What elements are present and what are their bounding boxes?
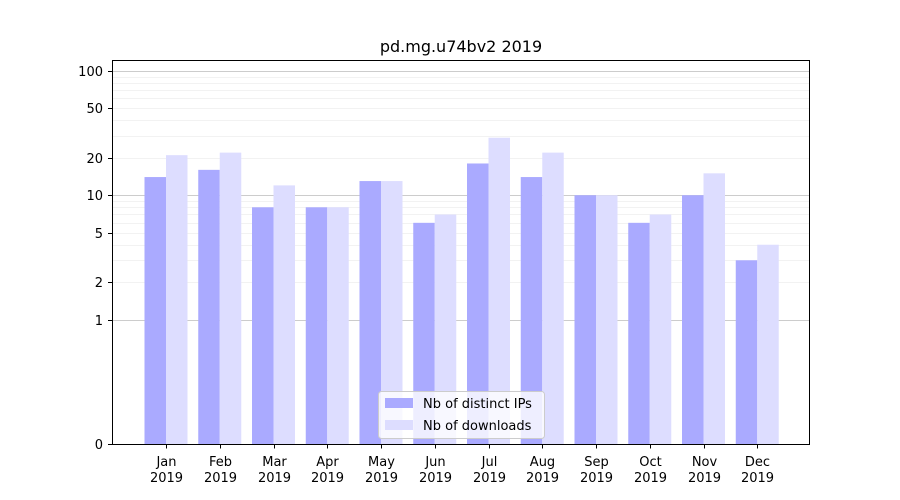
x-tick-label-month: Sep	[584, 455, 609, 470]
x-tick-label-month: Nov	[692, 455, 718, 470]
y-tick-label: 20	[86, 152, 103, 167]
x-tick-label-month: Feb	[209, 455, 232, 470]
x-tick-label-month: Aug	[530, 455, 555, 470]
y-tick-label: 0	[95, 438, 103, 453]
y-tick-label: 100	[78, 65, 103, 80]
bar-downloads	[596, 195, 618, 444]
bar-distinct-ips	[413, 222, 435, 444]
bar-distinct-ips	[305, 207, 328, 444]
legend-label-downloads: Nb of downloads	[423, 419, 532, 434]
x-tick-label-month: Jan	[155, 455, 176, 470]
x-tick-label-year: 2019	[311, 471, 344, 486]
x-tick-label-month: May	[368, 455, 395, 470]
x-tick-label-month: Jun	[424, 455, 445, 470]
bar-downloads	[219, 152, 242, 445]
bar-downloads	[488, 137, 510, 445]
x-tick-label-month: Mar	[262, 455, 287, 470]
x-tick-label-year: 2019	[526, 471, 559, 486]
y-tick-label: 1	[95, 314, 103, 329]
bar-downloads	[381, 181, 403, 444]
x-tick-label-year: 2019	[688, 471, 721, 486]
bar-distinct-ips	[359, 181, 381, 444]
x-tick-label-year: 2019	[580, 471, 613, 486]
y-axis: 0 1 2 5 10 20 50 100	[78, 65, 112, 453]
bar-distinct-ips	[735, 260, 758, 444]
bar-distinct-ips	[574, 195, 596, 444]
bar-distinct-ips	[467, 163, 489, 444]
x-tick-label-year: 2019	[204, 471, 237, 486]
legend-swatch-distinct-ips	[385, 398, 413, 408]
legend: Nb of distinct IPs Nb of downloads	[378, 391, 545, 439]
legend-swatch-downloads	[385, 420, 413, 430]
x-tick-label-month: Dec	[745, 455, 770, 470]
x-tick-label-year: 2019	[365, 471, 398, 486]
bar-distinct-ips	[520, 177, 543, 444]
plot-frame	[112, 60, 810, 445]
y-tick-label: 10	[86, 189, 103, 204]
bar-downloads	[327, 207, 349, 444]
x-tick-label-month: Apr	[316, 455, 339, 470]
x-tick-label-month: Jul	[481, 455, 498, 470]
bars	[144, 137, 779, 445]
bar-downloads	[757, 244, 779, 444]
x-tick-label-year: 2019	[419, 471, 452, 486]
x-tick-label-year: 2019	[634, 471, 667, 486]
chart-title: pd.mg.u74bv2 2019	[380, 37, 542, 56]
y-tick-label: 5	[95, 227, 103, 242]
x-tick-label-year: 2019	[150, 471, 183, 486]
bar-downloads	[542, 152, 564, 445]
bar-downloads	[649, 214, 672, 444]
x-tick-label-year: 2019	[473, 471, 506, 486]
bar-distinct-ips	[682, 195, 704, 444]
y-tick-label: 50	[86, 102, 103, 117]
x-tick-label-year: 2019	[741, 471, 774, 486]
x-axis: Jan2019Feb2019Mar2019Apr2019May2019Jun20…	[150, 444, 774, 486]
legend-label-distinct-ips: Nb of distinct IPs	[423, 397, 532, 412]
bar-downloads	[166, 155, 188, 444]
bar-downloads	[273, 185, 295, 444]
x-tick-label-year: 2019	[258, 471, 291, 486]
bar-distinct-ips	[628, 222, 650, 444]
bar-distinct-ips	[198, 169, 220, 444]
legend-box	[378, 391, 545, 439]
y-tick-label: 2	[95, 276, 103, 291]
x-tick-label-month: Oct	[639, 455, 661, 470]
bar-downloads	[434, 214, 457, 444]
bar-downloads	[703, 173, 725, 444]
bar-distinct-ips	[144, 177, 166, 444]
bar-distinct-ips	[252, 207, 274, 444]
